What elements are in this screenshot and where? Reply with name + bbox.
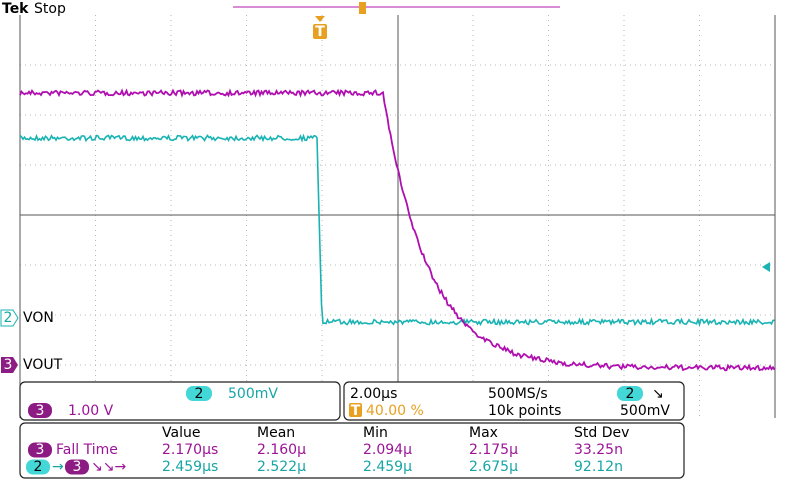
- badge-label: 3: [36, 403, 45, 419]
- badge-label: 2: [34, 459, 43, 475]
- ch3-name: VOUT: [23, 357, 63, 373]
- measurement-arrow: →: [52, 459, 64, 475]
- ch2-trace: [19, 133, 775, 328]
- measurement-value: 2.094µ: [363, 442, 412, 458]
- measurement-value: 92.12n: [574, 459, 623, 475]
- brand: Tek: [2, 1, 29, 17]
- badge: [26, 459, 50, 475]
- column-header: Min: [363, 425, 388, 441]
- measurement-value: 2.675µ: [469, 459, 518, 475]
- measurement-value: 2.459µs: [162, 459, 218, 475]
- record-marker: [359, 2, 366, 14]
- ch2-name: VON: [23, 310, 54, 326]
- ch2-marker: [0, 309, 19, 327]
- badge-label: 3: [36, 442, 45, 458]
- ch2-scale: 500mV: [228, 386, 278, 402]
- trigger-flag-bg: [313, 24, 327, 39]
- badge-label: 3: [73, 459, 82, 475]
- time-div: 2.00µs: [350, 386, 397, 402]
- column-header: Value: [162, 425, 200, 441]
- badge: [65, 459, 89, 475]
- trigger-arrow: [315, 16, 325, 22]
- badge: [28, 442, 52, 458]
- vertical-box: [19, 381, 341, 421]
- ch3-marker-label: 3: [4, 357, 13, 373]
- measurement-value: 2.522µ: [257, 459, 306, 475]
- trigger-position: 40.00 %: [366, 403, 424, 419]
- horizontal-box: [343, 381, 685, 421]
- graticule: [20, 15, 775, 418]
- record-length: 10k points: [488, 403, 561, 419]
- ch3-trace: [19, 88, 776, 372]
- measurement-name: ↘↘→: [91, 459, 126, 475]
- trigger-level: 500mV: [620, 403, 670, 419]
- badge: [28, 403, 52, 418]
- measurement-value: 2.160µ: [257, 442, 306, 458]
- trigger-slope: ↘: [652, 386, 664, 402]
- ch3-scale: 1.00 V: [68, 403, 114, 419]
- measurement-value: 2.459µ: [363, 459, 412, 475]
- column-header: Std Dev: [574, 425, 629, 441]
- badge-label: 2: [195, 386, 204, 402]
- badge: [617, 386, 643, 401]
- measurement-value: 2.175µ: [469, 442, 518, 458]
- trigger-level-arrow: [762, 262, 770, 272]
- sample-rate: 500MS/s: [488, 386, 548, 402]
- column-header: Max: [469, 425, 498, 441]
- measurement-value: 2.170µs: [162, 442, 218, 458]
- badge: [186, 386, 212, 401]
- trigger-flag: T: [315, 24, 325, 40]
- trigger-marker-bg: [349, 403, 362, 417]
- measurement-box: [19, 422, 685, 479]
- column-header: Mean: [257, 425, 295, 441]
- trigger-marker: T: [351, 403, 361, 419]
- measurement-value: 33.25n: [574, 442, 623, 458]
- badge-label: 2: [626, 386, 635, 402]
- measurement-name: Fall Time: [56, 442, 118, 458]
- run-status: Stop: [34, 1, 66, 17]
- ch2-marker-label: 2: [4, 310, 13, 326]
- ch3-marker: [1, 357, 18, 373]
